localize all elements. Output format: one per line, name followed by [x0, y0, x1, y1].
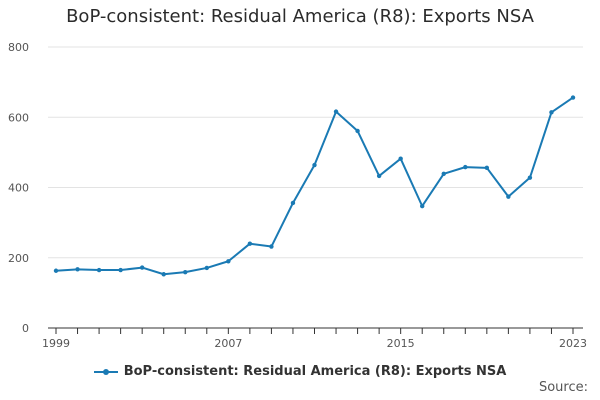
- data-point: [75, 267, 80, 272]
- data-point: [226, 259, 231, 264]
- x-tick-label: 2023: [559, 337, 587, 350]
- data-point: [96, 267, 102, 273]
- y-tick-label: 200: [8, 252, 29, 265]
- data-point: [484, 165, 490, 171]
- data-point: [355, 128, 360, 134]
- chart-title: BoP-consistent: Residual America (R8): E…: [66, 6, 534, 27]
- y-tick-label: 0: [22, 322, 29, 335]
- data-point: [549, 110, 554, 115]
- data-point: [506, 194, 511, 199]
- y-tick-label: 400: [8, 182, 29, 195]
- data-point: [204, 265, 209, 271]
- y-tick-label: 800: [8, 41, 29, 54]
- data-point: [183, 269, 188, 275]
- data-point: [290, 200, 296, 206]
- data-point: [420, 203, 425, 209]
- data-point: [463, 164, 468, 170]
- data-point: [398, 156, 403, 161]
- legend-series-marker: [93, 366, 118, 378]
- data-point: [139, 265, 145, 270]
- data-point: [333, 109, 339, 114]
- data-point: [312, 162, 317, 168]
- data-point: [118, 267, 123, 273]
- data-point: [161, 272, 166, 277]
- chart-legend[interactable]: BoP-consistent: Residual America (R8): E…: [0, 364, 600, 379]
- legend-series-label: BoP-consistent: Residual America (R8): E…: [123, 364, 507, 379]
- source-label: Source:: [538, 380, 588, 395]
- data-point: [527, 175, 533, 180]
- x-tick-label: 2015: [387, 337, 415, 350]
- x-tick-label: 2007: [214, 337, 242, 350]
- series-line: [55, 96, 574, 276]
- x-tick-label: 1999: [42, 337, 70, 350]
- data-point: [376, 173, 382, 179]
- y-tick-label: 600: [8, 111, 29, 124]
- data-point: [269, 244, 274, 249]
- data-point: [53, 268, 59, 273]
- data-point: [570, 95, 576, 100]
- data-point: [441, 171, 446, 177]
- data-point: [247, 241, 253, 246]
